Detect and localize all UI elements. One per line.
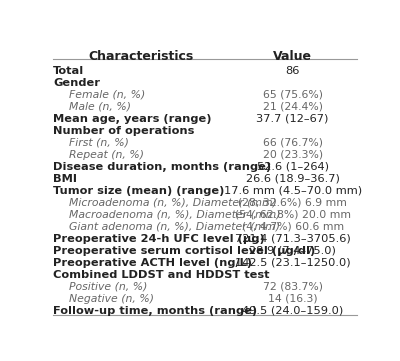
Text: 66 (76.7%): 66 (76.7%) (262, 138, 322, 148)
Text: Repeat (n, %): Repeat (n, %) (69, 149, 144, 160)
Text: 21 (24.4%): 21 (24.4%) (262, 101, 322, 112)
Text: Tumor size (mean) (range): Tumor size (mean) (range) (53, 186, 224, 196)
Text: Microadenoma (n, %), Diameter (mm): Microadenoma (n, %), Diameter (mm) (69, 197, 276, 208)
Text: Giant adenoma (n, %), Diameter (mm): Giant adenoma (n, %), Diameter (mm) (69, 222, 280, 232)
Text: Disease duration, months (range): Disease duration, months (range) (53, 162, 271, 171)
Text: Negative (n, %): Negative (n, %) (69, 294, 154, 304)
Text: 72 (83.7%): 72 (83.7%) (262, 282, 322, 292)
Text: 17.6 mm (4.5–70.0 mm): 17.6 mm (4.5–70.0 mm) (224, 186, 362, 196)
Text: Male (n, %): Male (n, %) (69, 101, 130, 112)
Text: (4, 4.7%) 60.6 mm: (4, 4.7%) 60.6 mm (242, 222, 344, 232)
Text: First (n, %): First (n, %) (69, 138, 128, 148)
Text: Preoperative 24-h UFC level (μg): Preoperative 24-h UFC level (μg) (53, 234, 265, 244)
Text: BMI: BMI (53, 174, 77, 184)
Text: Characteristics: Characteristics (88, 50, 193, 63)
Text: Follow-up time, months (range): Follow-up time, months (range) (53, 306, 257, 316)
Text: Value: Value (273, 50, 312, 63)
Text: Number of operations: Number of operations (53, 126, 194, 136)
Text: 142.5 (23.1–1250.0): 142.5 (23.1–1250.0) (235, 258, 350, 268)
Text: 86: 86 (285, 66, 300, 75)
Text: 26.6 (18.9–36.7): 26.6 (18.9–36.7) (246, 174, 340, 184)
Text: 721.4 (71.3–3705.6): 721.4 (71.3–3705.6) (235, 234, 350, 244)
Text: 49.5 (24.0–159.0): 49.5 (24.0–159.0) (242, 306, 343, 316)
Text: Combined LDDST and HDDST test: Combined LDDST and HDDST test (53, 270, 270, 280)
Text: 52.6 (1–264): 52.6 (1–264) (256, 162, 328, 171)
Text: 20 (23.3%): 20 (23.3%) (262, 149, 323, 160)
Text: 14 (16.3): 14 (16.3) (268, 294, 317, 304)
Text: Mean age, years (range): Mean age, years (range) (53, 114, 212, 123)
Text: Female (n, %): Female (n, %) (69, 90, 145, 100)
Text: Total: Total (53, 66, 84, 75)
Text: Macroadenoma (n, %), Diameter (mm): Macroadenoma (n, %), Diameter (mm) (69, 210, 280, 219)
Text: (28, 32.6%) 6.9 mm: (28, 32.6%) 6.9 mm (238, 197, 347, 208)
Text: Preoperative ACTH level (ng/L): Preoperative ACTH level (ng/L) (53, 258, 252, 268)
Text: Preoperative serum cortisol level (μg/dl): Preoperative serum cortisol level (μg/dl… (53, 245, 315, 256)
Text: 28.9 (7.4–75.0): 28.9 (7.4–75.0) (249, 245, 336, 256)
Text: (54, 62.8%) 20.0 mm: (54, 62.8%) 20.0 mm (234, 210, 350, 219)
Text: Gender: Gender (53, 78, 100, 88)
Text: 65 (75.6%): 65 (75.6%) (262, 90, 322, 100)
Text: Positive (n, %): Positive (n, %) (69, 282, 147, 292)
Text: 37.7 (12–67): 37.7 (12–67) (256, 114, 329, 123)
